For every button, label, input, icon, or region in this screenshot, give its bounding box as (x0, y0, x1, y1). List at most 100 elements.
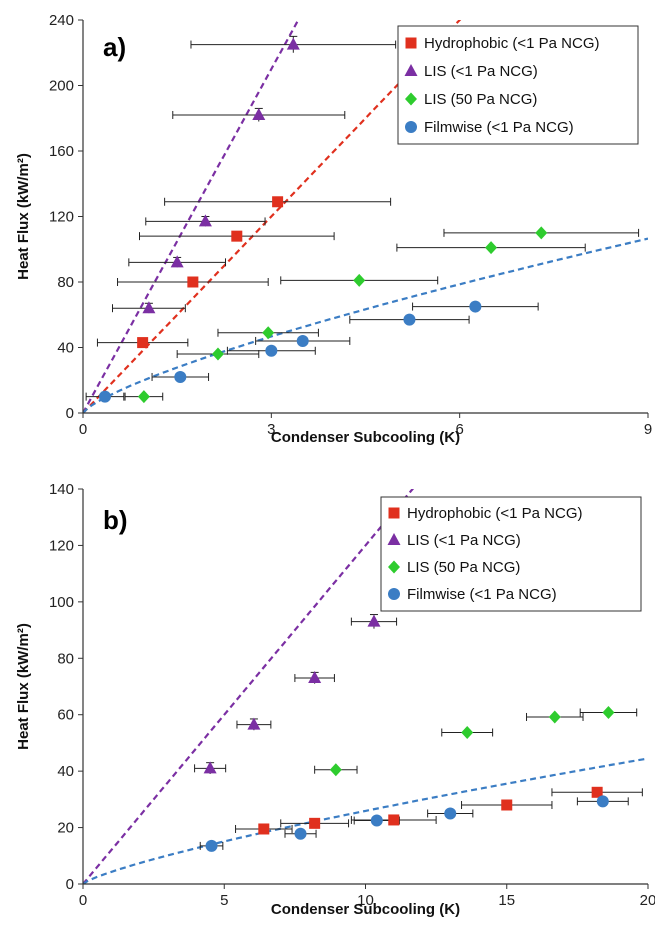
data-point-circle (296, 334, 309, 347)
data-point-diamond (211, 347, 224, 361)
fit-line (83, 237, 648, 413)
legend-marker-diamond (388, 560, 400, 574)
data-point-circle (469, 300, 482, 313)
x-tick-label: 0 (79, 421, 87, 438)
fit-line (83, 489, 415, 884)
y-tick-label: 20 (57, 820, 74, 837)
y-tick-label: 140 (49, 481, 74, 498)
x-tick-label: 20 (640, 892, 655, 909)
data-point-circle (205, 839, 218, 852)
data-point-square (272, 196, 284, 208)
x-tick-label: 6 (455, 421, 463, 438)
data-point-diamond (548, 710, 561, 724)
data-point-triangle (308, 671, 322, 684)
error-bars (194, 614, 643, 850)
y-tick-label: 160 (49, 143, 74, 160)
data-point-triangle (252, 107, 266, 120)
legend-label: LIS (<1 Pa NCG) (424, 63, 538, 80)
data-point-circle (98, 390, 111, 403)
data-point-triangle (203, 761, 217, 774)
legend-marker-circle (388, 588, 400, 600)
y-tick-label: 0 (66, 405, 74, 422)
y-tick-label: 80 (57, 650, 74, 667)
y-axis-title: Heat Flux (kW/m²) (15, 623, 32, 750)
y-tick-label: 60 (57, 707, 74, 724)
data-point-triangle (198, 214, 212, 227)
x-tick-label: 5 (220, 892, 228, 909)
fit-line (83, 757, 648, 884)
data-point-circle (596, 795, 609, 808)
y-tick-label: 80 (57, 274, 74, 291)
y-tick-label: 0 (66, 876, 74, 893)
data-point-circle (265, 344, 278, 357)
axes: 0 3 6 9 0 40 80 120 160 200 240 (49, 12, 652, 438)
x-axis-title: Condenser Subcooling (K) (271, 901, 460, 918)
legend-box (397, 25, 639, 145)
data-point-triangle (286, 37, 300, 50)
y-tick-label: 200 (49, 78, 74, 95)
fit-lines (83, 489, 648, 884)
data-point-square (137, 337, 149, 349)
data-point-diamond (353, 273, 366, 287)
fit-lines (83, 20, 648, 413)
legend-box (380, 496, 642, 612)
legend-label: LIS (50 Pa NCG) (424, 91, 537, 108)
data-point-square (258, 823, 270, 835)
legend-marker-diamond (405, 92, 417, 106)
data-point-circle (174, 370, 187, 383)
y-axis-title: Heat Flux (kW/m²) (15, 153, 32, 280)
data-point-triangle (367, 614, 381, 627)
y-tick-label: 120 (49, 537, 74, 554)
legend-marker-triangle (404, 64, 418, 76)
y-tick-label: 40 (57, 763, 74, 780)
data-point-diamond (137, 390, 150, 404)
legend-label: LIS (<1 Pa NCG) (407, 532, 521, 549)
data-point-square (591, 786, 603, 798)
x-tick-label: 15 (498, 892, 515, 909)
chart-panel-b: 0 5 10 15 20 0 20 40 60 80 100 120 140 b) Condenser … (15, 481, 655, 918)
y-tick-label: 240 (49, 12, 74, 29)
x-tick-label: 3 (267, 421, 275, 438)
data-point-circle (294, 827, 307, 840)
legend-label: LIS (50 Pa NCG) (407, 559, 520, 576)
y-tick-label: 100 (49, 594, 74, 611)
legend-marker-square (388, 507, 400, 519)
legend-marker-square (405, 37, 417, 49)
data-point-diamond (535, 226, 548, 240)
data-point-diamond (485, 241, 498, 255)
axes: 0 5 10 15 20 0 20 40 60 80 100 120 140 (49, 481, 655, 909)
y-tick-label: 40 (57, 340, 74, 357)
data-point-square (231, 230, 243, 242)
legend-marker-triangle (387, 533, 401, 545)
data-point-diamond (602, 705, 615, 719)
data-point-triangle (170, 255, 184, 268)
legend-label: Hydrophobic (<1 Pa NCG) (407, 505, 583, 522)
data-point-diamond (461, 725, 474, 739)
legend: Hydrophobic (<1 Pa NCG) LIS (<1 Pa NCG) LI… (380, 496, 642, 612)
data-point-triangle (247, 717, 261, 730)
x-tick-label: 0 (79, 892, 87, 909)
y-tick-label: 120 (49, 209, 74, 226)
data-point-circle (403, 313, 416, 326)
panel-label: a) (103, 32, 126, 62)
legend-label: Filmwise (<1 Pa NCG) (424, 119, 574, 136)
data-point-circle (444, 807, 457, 820)
panel-label: b) (103, 505, 128, 535)
x-axis-title: Condenser Subcooling (K) (271, 429, 460, 446)
data-point-square (187, 276, 199, 288)
legend-marker-circle (405, 121, 417, 133)
data-point-square (501, 799, 513, 811)
data-point-square (388, 814, 400, 826)
data-point-circle (370, 814, 383, 827)
data-markers (98, 37, 548, 404)
data-point-diamond (262, 326, 275, 340)
data-point-triangle (142, 301, 156, 314)
chart-panel-a: 0 3 6 9 0 40 80 120 160 200 240 a) Condenser Subco… (15, 12, 652, 446)
legend-label: Filmwise (<1 Pa NCG) (407, 586, 557, 603)
data-point-diamond (329, 763, 342, 777)
x-tick-label: 9 (644, 421, 652, 438)
legend: Hydrophobic (<1 Pa NCG) LIS (<1 Pa NCG) LI… (397, 25, 639, 145)
legend-label: Hydrophobic (<1 Pa NCG) (424, 35, 600, 52)
data-point-square (309, 817, 321, 829)
